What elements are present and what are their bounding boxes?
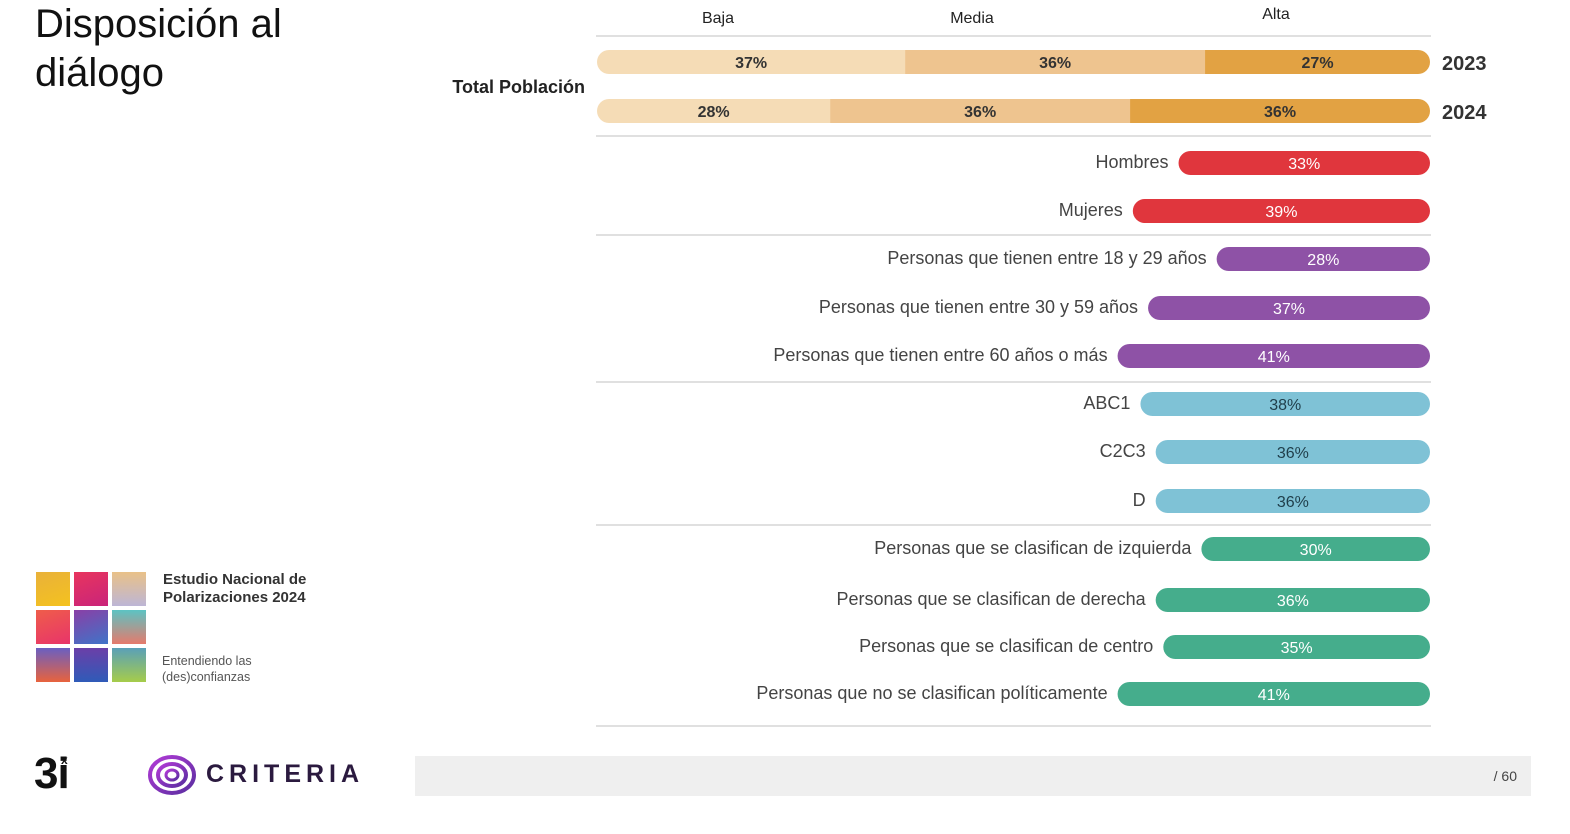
dialogue-chart: Baja Media Alta Total Población 37% 36% 27% 202… (452, 6, 1487, 727)
value-label-gse-3: 36% (1277, 494, 1309, 511)
value-label-edad-2: 37% (1273, 301, 1305, 318)
category-label-politica-3: Personas que se clasifican de centro (859, 636, 1153, 656)
criteria-wordmark: CRITERIA (206, 760, 365, 788)
category-label-politica-1: Personas que se clasifican de izquierda (874, 538, 1192, 558)
category-label-politica-2: Personas que se clasifican de derecha (836, 589, 1146, 609)
value-label-edad-1: 28% (1307, 252, 1339, 269)
value-label-gse-2: 36% (1277, 445, 1309, 462)
bar-edad-3 (1117, 344, 1430, 368)
logo-tile-1 (36, 572, 70, 606)
stacked-bar-2023-media (905, 50, 1206, 74)
bar-gse-3 (1155, 489, 1430, 513)
stacked-label-2023-baja: 37% (735, 55, 767, 72)
row-label-total: Total Población (452, 77, 585, 97)
stacked-bar-2023-baja (597, 50, 906, 74)
category-label-sexo-1: Hombres (1096, 152, 1169, 172)
criteria-logo-icon (148, 755, 196, 795)
study-subtitle: Entendiendo las (des)confianzas (162, 654, 252, 684)
stacked-bar-2024-baja (597, 99, 831, 123)
logo-tile-9 (112, 648, 146, 682)
bar-sexo-2 (1132, 199, 1430, 223)
study-logo-grid (36, 572, 148, 683)
footer-bar: / 60 (415, 756, 1531, 796)
bar-sexo-1 (1178, 151, 1430, 175)
stacked-label-2023-alta: 27% (1302, 55, 1334, 72)
stacked-bar-2023-alta (1205, 50, 1430, 74)
year-label-2024: 2024 (1442, 102, 1487, 124)
value-label-sexo-2: 39% (1265, 204, 1297, 221)
value-label-gse-1: 38% (1269, 397, 1301, 414)
logo-3i: 3i (34, 749, 70, 798)
bar-politica-2 (1155, 588, 1430, 612)
legend-label-media: Media (950, 10, 994, 27)
bar-edad-1 (1216, 247, 1430, 271)
logo-tile-7 (36, 648, 70, 682)
stacked-bar-2024-media (830, 99, 1131, 123)
logo-tile-4 (36, 610, 70, 644)
bar-gse-1 (1140, 392, 1430, 416)
category-label-gse-1: ABC1 (1083, 393, 1130, 413)
logo-tile-5 (74, 610, 108, 644)
category-label-edad-2: Personas que tienen entre 30 y 59 años (819, 297, 1138, 317)
value-label-politica-2: 36% (1277, 593, 1309, 610)
stacked-bar-2024-alta (1130, 99, 1430, 123)
page-number: / 60 (1493, 768, 1517, 784)
value-label-politica-3: 35% (1281, 640, 1313, 657)
year-label-2023: 2023 (1442, 53, 1487, 75)
bar-politica-3 (1163, 635, 1430, 659)
value-label-politica-1: 30% (1300, 542, 1332, 559)
category-label-edad-3: Personas que tienen entre 60 años o más (773, 345, 1107, 365)
logo-tile-3 (112, 572, 146, 606)
bar-politica-1 (1201, 537, 1430, 561)
legend-label-alta: Alta (1262, 6, 1290, 23)
study-title: Estudio Nacional de Polarizaciones 2024 (163, 571, 307, 606)
bar-edad-2 (1148, 296, 1430, 320)
value-label-politica-4: 41% (1258, 687, 1290, 704)
value-label-edad-3: 41% (1258, 349, 1290, 366)
logo-tile-2 (74, 572, 108, 606)
category-label-gse-2: C2C3 (1100, 441, 1146, 461)
category-label-edad-1: Personas que tienen entre 18 y 29 años (887, 248, 1206, 268)
category-label-sexo-2: Mujeres (1059, 200, 1123, 220)
category-label-gse-3: D (1133, 490, 1146, 510)
logo-tile-8 (74, 648, 108, 682)
logo-3i-mark: x (61, 753, 68, 767)
stacked-label-2024-alta: 36% (1264, 104, 1296, 121)
stacked-label-2024-baja: 28% (698, 104, 730, 121)
legend-label-baja: Baja (702, 10, 734, 27)
page-title: Disposición al diálogo (35, 2, 282, 95)
stacked-label-2024-media: 36% (964, 104, 996, 121)
logo-tile-6 (112, 610, 146, 644)
value-label-sexo-1: 33% (1288, 156, 1320, 173)
stacked-label-2023-media: 36% (1039, 55, 1071, 72)
category-label-politica-4: Personas que no se clasifican políticame… (756, 683, 1107, 703)
bar-politica-4 (1117, 682, 1430, 706)
bar-gse-2 (1155, 440, 1430, 464)
